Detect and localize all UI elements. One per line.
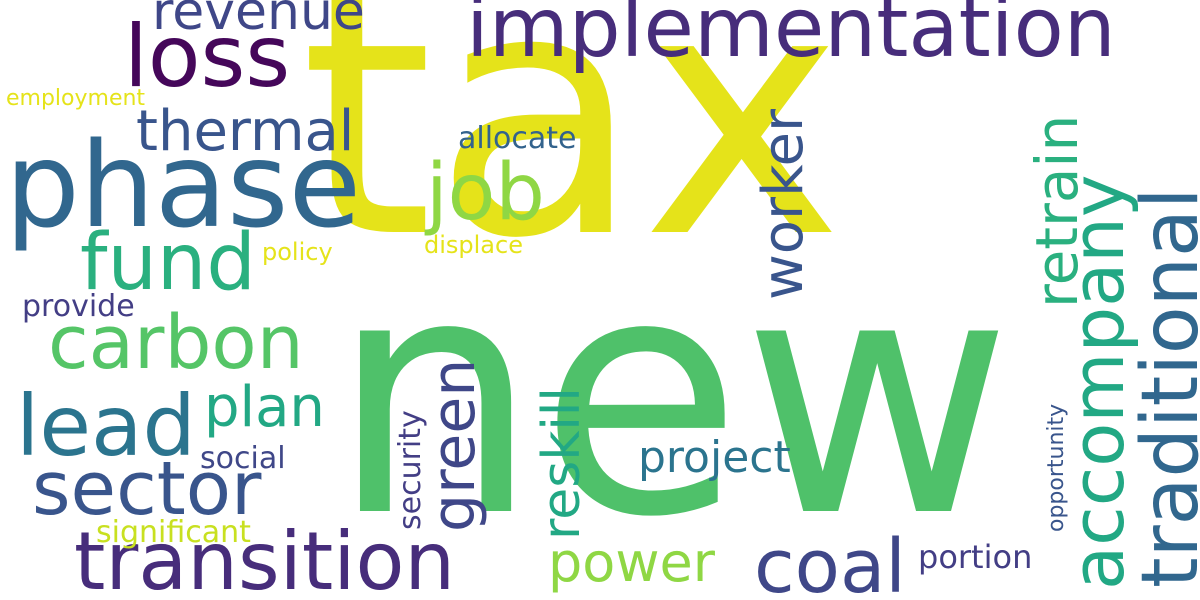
word-provide: provide — [22, 289, 135, 324]
word-job: job — [426, 148, 545, 238]
word-thermal: thermal — [136, 99, 355, 164]
word-traditional: traditional — [1126, 187, 1200, 588]
word-implementation: implementation — [466, 0, 1116, 76]
word-revenue: revenue — [152, 0, 365, 42]
word-allocate: allocate — [458, 121, 577, 156]
word-new: new — [330, 205, 1013, 589]
word-displace: displace — [424, 231, 523, 259]
word-carbon: carbon — [48, 300, 304, 386]
word-fund: fund — [80, 218, 256, 308]
word-employment: employment — [6, 86, 146, 111]
word-tax: tax — [300, 0, 843, 313]
word-project: project — [638, 432, 791, 483]
word-plan: plan — [204, 375, 325, 440]
word-reskill: reskill — [532, 387, 592, 540]
word-retrain: retrain — [1023, 114, 1091, 308]
word-security: security — [393, 410, 428, 530]
word-loss: loss — [124, 7, 291, 107]
word-green: green — [419, 358, 489, 532]
word-policy: policy — [262, 238, 333, 266]
word-coal: coal — [754, 524, 906, 600]
word-phase: phase — [5, 116, 362, 254]
word-portion: portion — [918, 538, 1033, 576]
word-significant: significant — [96, 515, 251, 550]
word-opportunity: opportunity — [1044, 403, 1069, 532]
word-power: power — [548, 531, 715, 594]
word-social: social — [200, 441, 286, 476]
word-sector: sector — [32, 446, 262, 532]
word-lead: lead — [16, 377, 196, 475]
word-worker: worker — [751, 109, 816, 300]
word-transition: transition — [74, 515, 456, 600]
